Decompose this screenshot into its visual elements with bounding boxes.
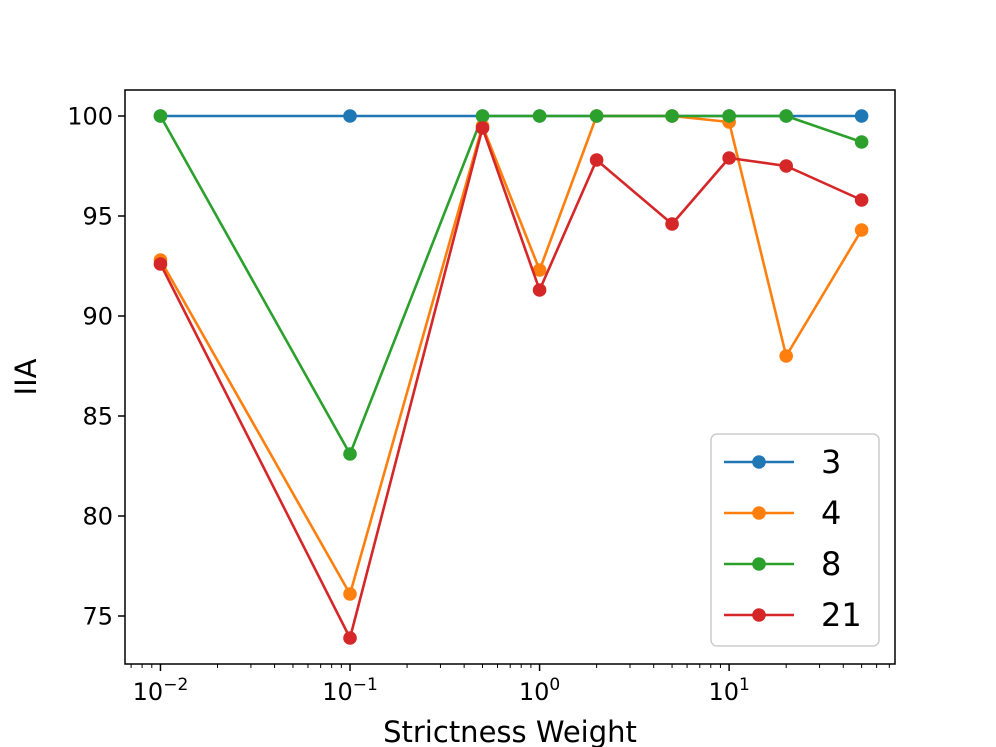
data-point-8 [343, 447, 357, 461]
y-tick-label: 80 [82, 503, 113, 531]
x-tick-label: 10−1 [322, 675, 378, 706]
data-point-21 [343, 631, 357, 645]
data-point-4 [343, 587, 357, 601]
data-point-21 [722, 151, 736, 165]
data-point-21 [779, 159, 793, 173]
data-point-8 [665, 109, 679, 123]
data-point-8 [532, 109, 547, 123]
legend-label-4: 4 [821, 494, 841, 532]
legend-box [710, 433, 880, 647]
x-axis-label: Strictness Weight [383, 715, 637, 747]
legend-marker-8 [752, 557, 766, 571]
x-tick-label: 100 [519, 675, 560, 706]
y-axis-label: IIA [9, 358, 43, 395]
legend-marker-3 [752, 455, 766, 469]
data-point-8 [589, 109, 604, 123]
data-point-8 [722, 109, 736, 123]
y-tick-label: 85 [82, 403, 113, 431]
data-point-21 [475, 121, 490, 135]
legend-label-3: 3 [821, 443, 841, 481]
data-point-4 [779, 349, 793, 363]
data-point-4 [854, 223, 869, 237]
x-tick-label: 10−2 [133, 675, 189, 706]
legend-marker-4 [752, 506, 766, 520]
y-tick-label: 90 [82, 303, 113, 331]
legend-marker-21 [752, 608, 766, 622]
data-point-4 [532, 263, 547, 277]
data-point-21 [665, 217, 679, 231]
y-tick-label: 100 [67, 103, 113, 131]
data-point-21 [532, 283, 547, 297]
x-tick-label: 101 [708, 675, 749, 706]
axes: 75 80 85 90 95 100 10−2 10−1 100 101 [67, 103, 890, 706]
legend-label-21: 21 [821, 596, 862, 634]
data-point-3 [854, 109, 869, 123]
data-point-3 [343, 109, 357, 123]
legend: 3 4 8 21 [710, 433, 880, 647]
legend-label-8: 8 [821, 545, 841, 583]
plot-area [153, 109, 869, 645]
data-point-8 [779, 109, 793, 123]
data-point-21 [153, 257, 168, 271]
data-point-8 [854, 135, 869, 149]
y-tick-label: 75 [82, 603, 113, 631]
data-point-21 [854, 193, 869, 207]
data-point-8 [475, 109, 490, 123]
data-point-8 [153, 109, 168, 123]
y-tick-label: 95 [82, 203, 113, 231]
data-point-21 [589, 153, 604, 167]
